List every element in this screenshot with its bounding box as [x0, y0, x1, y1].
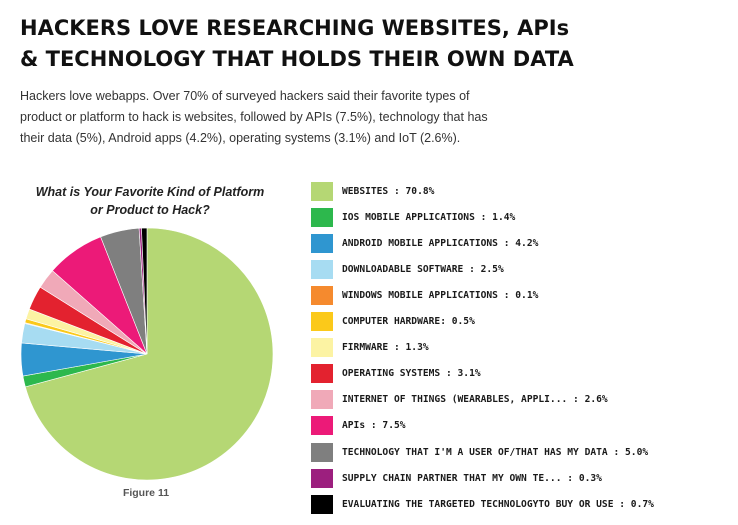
legend-item: TECHNOLOGY THAT I'M A USER OF/THAT HAS M… — [311, 441, 731, 463]
legend-swatch — [311, 233, 333, 253]
legend-item: APIs : 7.5% — [311, 415, 731, 437]
pie-slice-12 — [141, 227, 148, 355]
legend-item: WEBSITES : 70.8% — [311, 180, 731, 202]
legend-swatch — [311, 312, 333, 331]
legend-swatch — [311, 494, 333, 514]
legend-swatch — [311, 416, 333, 436]
title-line-1: HACKERS LOVE RESEARCHING WEBSITES, APIs — [20, 16, 570, 40]
legend-label: OPERATING SYSTEMS : 3.1% — [342, 368, 481, 380]
legend-swatch — [311, 442, 333, 462]
legend-label: INTERNET OF THINGS (WEARABLES, APPLI... … — [342, 394, 608, 406]
chart-title-line-1: What is Your Favorite Kind of Platform — [35, 185, 265, 199]
legend-label: DOWNLOADABLE SOFTWARE : 2.5% — [342, 263, 504, 275]
intro-line-3: their data (5%), Android apps (4.2%), op… — [20, 131, 461, 145]
pie-slice-0 — [24, 227, 274, 481]
intro-line-2: product or platform to hack is websites,… — [20, 110, 488, 124]
intro-line-1: Hackers love webapps. Over 70% of survey… — [20, 89, 470, 103]
legend-swatch — [311, 285, 333, 305]
page-title: HACKERS LOVE RESEARCHING WEBSITES, APIs … — [20, 13, 720, 75]
legend-item: EVALUATING THE TARGETED TECHNOLOGYTO BUY… — [311, 493, 731, 515]
legend-label: FIRMWARE : 1.3% — [342, 342, 429, 354]
legend-item: OPERATING SYSTEMS : 3.1% — [311, 363, 731, 385]
title-line-2: & TECHNOLOGY THAT HOLDS THEIR OWN DATA — [20, 47, 574, 71]
legend-label: EVALUATING THE TARGETED TECHNOLOGYTO BUY… — [342, 498, 654, 510]
legend-item: INTERNET OF THINGS (WEARABLES, APPLI... … — [311, 389, 731, 411]
legend-label: APIs : 7.5% — [342, 420, 406, 432]
legend-label: WINDOWS MOBILE APPLICATIONS : 0.1% — [342, 289, 539, 301]
legend-label: ANDROID MOBILE APPLICATIONS : 4.2% — [342, 237, 539, 249]
chart-title: What is Your Favorite Kind of Platform o… — [0, 183, 300, 219]
legend-label: IOS MOBILE APPLICATIONS : 1.4% — [342, 211, 516, 223]
legend-swatch — [311, 181, 333, 201]
legend-swatch — [311, 207, 333, 227]
legend-item: DOWNLOADABLE SOFTWARE : 2.5% — [311, 258, 731, 280]
chart-title-line-2: or Product to Hack? — [90, 203, 210, 217]
legend-item: WINDOWS MOBILE APPLICATIONS : 0.1% — [311, 284, 731, 306]
legend-item: IOS MOBILE APPLICATIONS : 1.4% — [311, 206, 731, 228]
legend-swatch — [311, 364, 333, 384]
legend-swatch — [311, 390, 333, 410]
legend-label: TECHNOLOGY THAT I'M A USER OF/THAT HAS M… — [342, 446, 649, 458]
intro-paragraph: Hackers love webapps. Over 70% of survey… — [20, 86, 580, 149]
legend-swatch — [311, 338, 333, 358]
legend-item: COMPUTER HARDWARE: 0.5% — [311, 311, 731, 333]
pie-chart — [20, 227, 274, 481]
legend-label: WEBSITES : 70.8% — [342, 185, 435, 197]
legend-swatch — [311, 259, 333, 279]
legend-item: SUPPLY CHAIN PARTNER THAT MY OWN TE... :… — [311, 467, 731, 489]
legend-item: ANDROID MOBILE APPLICATIONS : 4.2% — [311, 232, 731, 254]
legend-swatch — [311, 468, 333, 488]
legend-item: FIRMWARE : 1.3% — [311, 337, 731, 359]
legend-label: COMPUTER HARDWARE: 0.5% — [342, 316, 475, 327]
legend-label: SUPPLY CHAIN PARTNER THAT MY OWN TE... :… — [342, 472, 602, 484]
figure-caption: Figure 11 — [122, 487, 170, 499]
